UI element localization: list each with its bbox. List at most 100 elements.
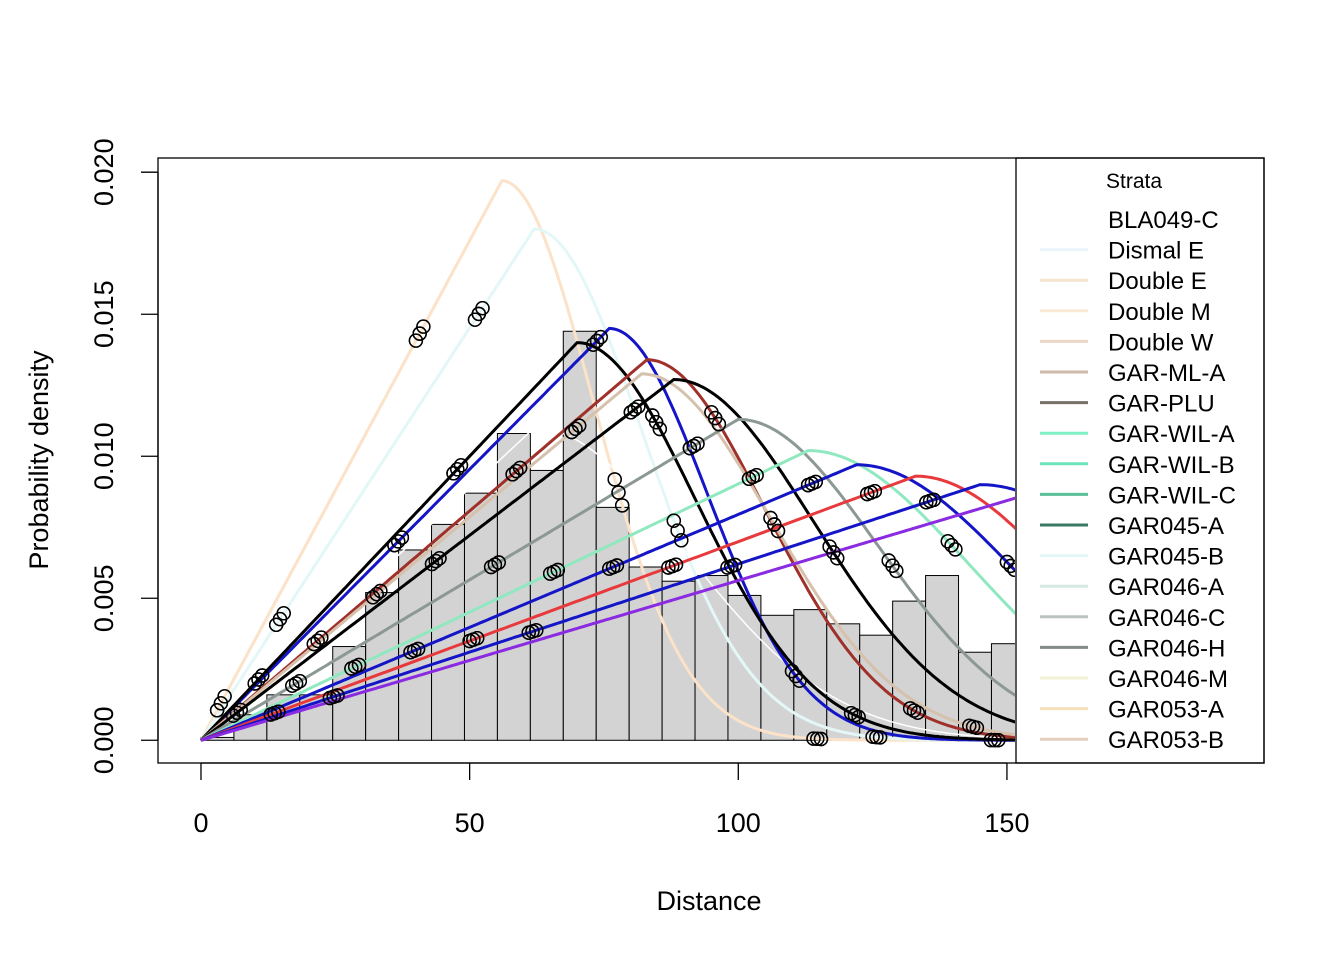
data-point xyxy=(466,632,481,647)
y-tick-label: 0.020 xyxy=(89,138,119,206)
x-axis-label: Distance xyxy=(656,886,761,916)
legend-label: Double E xyxy=(1108,268,1207,295)
x-tick-label: 100 xyxy=(716,808,761,838)
data-point xyxy=(847,707,863,723)
data-point xyxy=(940,534,955,549)
y-axis: 0.000 0.005 0.010 0.015 0.020 xyxy=(89,138,159,774)
data-point xyxy=(369,587,384,602)
data-point xyxy=(869,729,884,745)
data-point xyxy=(885,558,900,573)
series-line xyxy=(199,227,1015,742)
legend-entry: GAR-WIL-B xyxy=(1040,452,1235,479)
data-point xyxy=(292,674,307,689)
data-point xyxy=(611,485,626,500)
data-point xyxy=(860,486,875,502)
legend-label: GAR-WIL-B xyxy=(1108,452,1235,479)
data-point xyxy=(229,705,245,720)
data-point xyxy=(373,583,388,599)
data-point xyxy=(609,558,625,573)
series-line xyxy=(200,372,1015,742)
data-point xyxy=(213,696,229,711)
data-point xyxy=(991,733,1006,748)
legend-label: GAR046-M xyxy=(1108,666,1228,693)
legend-entry: GAR053-A xyxy=(1040,697,1224,724)
series-line xyxy=(200,449,1015,742)
data-point xyxy=(391,534,406,549)
legend-entry: Double W xyxy=(1040,329,1214,356)
data-point xyxy=(267,705,282,721)
data-point xyxy=(965,719,981,734)
series-line xyxy=(200,483,1015,742)
data-point xyxy=(788,668,803,684)
data-point xyxy=(686,438,701,454)
data-point xyxy=(217,689,232,704)
data-point xyxy=(450,462,465,477)
y-axis-label: Probability density xyxy=(24,350,54,570)
legend-entry: GAR-WIL-C xyxy=(1040,482,1236,509)
legend-label: GAR045-A xyxy=(1108,513,1224,540)
data-point xyxy=(708,410,723,426)
legend-entry: GAR046-M xyxy=(1040,666,1228,693)
data-point xyxy=(310,633,325,648)
data-point xyxy=(645,408,660,423)
histogram-bar xyxy=(694,575,729,741)
legend-label: GAR045-B xyxy=(1108,544,1224,571)
data-point xyxy=(394,530,410,545)
data-point xyxy=(432,551,447,566)
legend-label: BLA049-C xyxy=(1108,207,1219,234)
data-point xyxy=(314,630,329,645)
legend-entry: GAR046-C xyxy=(1040,605,1225,632)
data-point xyxy=(727,557,743,573)
data-point xyxy=(674,533,689,548)
data-point xyxy=(471,306,486,322)
data-point xyxy=(589,333,605,349)
series-line xyxy=(200,496,1015,742)
data-point xyxy=(784,663,800,679)
data-point xyxy=(741,471,757,486)
histogram-bar xyxy=(365,592,400,741)
legend-entry: BLA049-C xyxy=(1040,207,1219,234)
data-point xyxy=(690,436,705,451)
legend-entry: GAR046-H xyxy=(1040,635,1225,662)
data-point xyxy=(593,329,608,345)
data-point xyxy=(910,705,925,720)
data-point xyxy=(387,538,402,553)
legend-entry: GAR-PLU xyxy=(1040,391,1215,418)
data-point xyxy=(285,678,300,693)
series-line xyxy=(200,463,1015,742)
data-point xyxy=(209,703,225,718)
data-point xyxy=(568,421,583,436)
data-point xyxy=(919,495,934,510)
data-point xyxy=(648,415,664,430)
histogram-bar xyxy=(562,330,597,741)
data-point xyxy=(424,556,440,572)
data-point xyxy=(987,732,1002,748)
legend-label: GAR053-B xyxy=(1108,727,1224,754)
legend-label: GAR053-A xyxy=(1108,697,1224,724)
data-point xyxy=(944,538,959,553)
data-point xyxy=(550,562,565,578)
data-point xyxy=(408,333,424,348)
data-point xyxy=(792,673,807,688)
legend-entry: GAR045-B xyxy=(1040,544,1224,571)
legend-label: GAR046-A xyxy=(1108,574,1224,601)
legend-label: GAR046-H xyxy=(1108,635,1225,662)
density-curves xyxy=(199,179,1015,742)
data-point xyxy=(682,441,698,456)
data-point xyxy=(1007,562,1015,577)
x-axis: 0 50 100 150 xyxy=(193,762,1029,838)
data-point xyxy=(652,421,667,437)
data-point xyxy=(483,559,499,575)
legend-box xyxy=(1015,157,1265,764)
data-point xyxy=(251,672,266,687)
legend-label: GAR-ML-A xyxy=(1108,360,1225,387)
legend-label: GAR046-C xyxy=(1108,605,1225,632)
data-point xyxy=(269,617,284,632)
data-point xyxy=(326,689,341,704)
data-point xyxy=(348,659,363,674)
data-point xyxy=(808,474,823,490)
series-line xyxy=(200,377,1015,742)
legend-label: Dismal E xyxy=(1108,238,1204,265)
y-tick-label: 0.010 xyxy=(89,422,119,490)
